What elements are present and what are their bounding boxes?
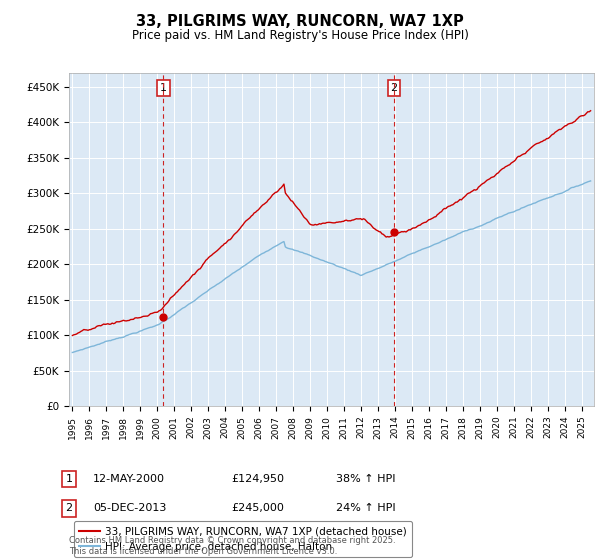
Text: Price paid vs. HM Land Registry's House Price Index (HPI): Price paid vs. HM Land Registry's House …	[131, 29, 469, 42]
Legend: 33, PILGRIMS WAY, RUNCORN, WA7 1XP (detached house), HPI: Average price, detache: 33, PILGRIMS WAY, RUNCORN, WA7 1XP (deta…	[74, 521, 412, 557]
Text: 33, PILGRIMS WAY, RUNCORN, WA7 1XP: 33, PILGRIMS WAY, RUNCORN, WA7 1XP	[136, 14, 464, 29]
Text: 38% ↑ HPI: 38% ↑ HPI	[336, 474, 395, 484]
Text: 2: 2	[390, 83, 397, 93]
Text: £245,000: £245,000	[231, 503, 284, 514]
Text: 1: 1	[160, 83, 167, 93]
Text: 2: 2	[65, 503, 73, 514]
Text: 12-MAY-2000: 12-MAY-2000	[93, 474, 165, 484]
Text: 1: 1	[65, 474, 73, 484]
Text: Contains HM Land Registry data © Crown copyright and database right 2025.
This d: Contains HM Land Registry data © Crown c…	[69, 536, 395, 556]
Text: 05-DEC-2013: 05-DEC-2013	[93, 503, 166, 514]
Text: £124,950: £124,950	[231, 474, 284, 484]
Text: 24% ↑ HPI: 24% ↑ HPI	[336, 503, 395, 514]
